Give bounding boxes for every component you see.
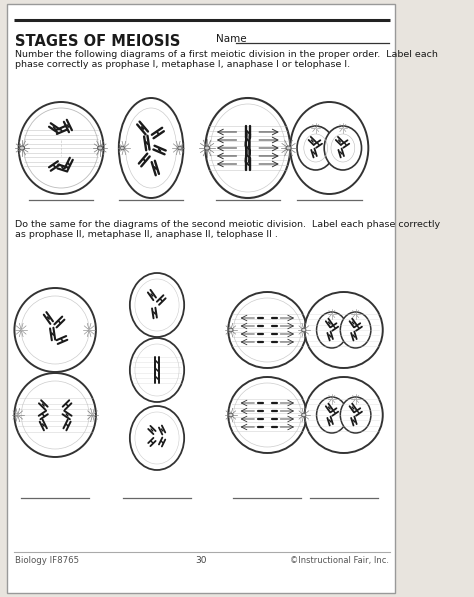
Ellipse shape	[98, 146, 103, 150]
Circle shape	[130, 273, 184, 337]
Text: Number the following diagrams of a first meiotic division in the proper order.  : Number the following diagrams of a first…	[15, 50, 438, 69]
Ellipse shape	[229, 413, 233, 417]
Ellipse shape	[228, 377, 306, 453]
Ellipse shape	[18, 102, 103, 194]
Ellipse shape	[302, 328, 306, 332]
Circle shape	[324, 126, 362, 170]
Text: STAGES OF MEIOSIS: STAGES OF MEIOSIS	[15, 34, 181, 49]
Ellipse shape	[120, 146, 124, 150]
Ellipse shape	[286, 146, 291, 150]
Text: Name: Name	[217, 34, 247, 44]
Circle shape	[290, 102, 368, 194]
Circle shape	[340, 397, 371, 433]
Ellipse shape	[119, 98, 183, 198]
Circle shape	[205, 98, 290, 198]
Circle shape	[317, 312, 347, 348]
Circle shape	[130, 406, 184, 470]
Ellipse shape	[14, 373, 96, 457]
Text: 30: 30	[195, 556, 207, 565]
Text: Biology IF8765: Biology IF8765	[15, 556, 80, 565]
Ellipse shape	[228, 292, 306, 368]
Ellipse shape	[19, 146, 25, 150]
Circle shape	[340, 312, 371, 348]
Ellipse shape	[229, 328, 233, 332]
Ellipse shape	[305, 292, 383, 368]
Ellipse shape	[302, 413, 306, 417]
Ellipse shape	[305, 377, 383, 453]
Text: ©Instructional Fair, Inc.: ©Instructional Fair, Inc.	[290, 556, 389, 565]
Ellipse shape	[205, 146, 210, 150]
Text: Do the same for the diagrams of the second meiotic division.  Label each phase c: Do the same for the diagrams of the seco…	[15, 220, 440, 239]
Circle shape	[297, 126, 334, 170]
Circle shape	[130, 338, 184, 402]
Ellipse shape	[178, 146, 182, 150]
Circle shape	[317, 397, 347, 433]
FancyBboxPatch shape	[7, 4, 395, 593]
Ellipse shape	[14, 288, 96, 372]
